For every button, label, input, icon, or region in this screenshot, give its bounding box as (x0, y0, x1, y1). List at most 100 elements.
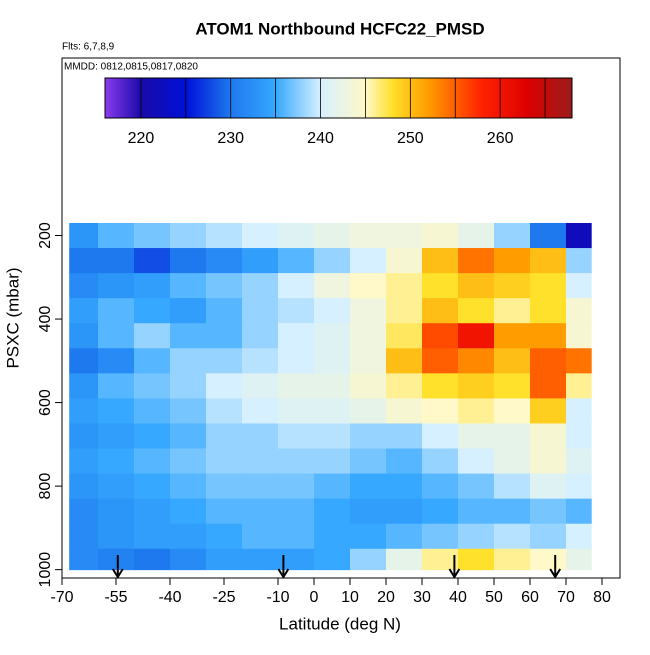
heatmap-cell (278, 373, 315, 399)
heatmap-cell (566, 348, 592, 374)
x-tick-label: -55 (104, 589, 127, 606)
heatmap-cell (530, 398, 567, 424)
heatmap-cell (566, 448, 592, 475)
y-tick-label: 600 (37, 389, 54, 416)
heatmap-cell (69, 323, 99, 349)
heatmap-cell (494, 348, 531, 374)
heatmap-cell (422, 348, 459, 374)
arrow (111, 555, 124, 579)
heatmap-cell (494, 323, 531, 349)
heatmap-cell (134, 273, 171, 299)
heatmap-cell (134, 548, 171, 571)
heatmap-cell (422, 298, 459, 324)
heatmap-cell (314, 473, 351, 500)
x-tick-label: 80 (593, 589, 611, 606)
heatmap-cell (530, 523, 567, 550)
heatmap-cell (458, 348, 495, 374)
heatmap-cell (98, 248, 135, 274)
heatmap-cell (170, 298, 207, 324)
heatmap-cell (98, 473, 135, 500)
heatmap-cell (350, 448, 387, 475)
heatmap-cell (170, 548, 207, 571)
heatmap-cell (242, 523, 279, 550)
colorbar-tick-label: 250 (397, 130, 424, 147)
heatmap-cell (242, 298, 279, 324)
heatmap-cell (386, 498, 423, 525)
heatmap-cell (314, 373, 351, 399)
heatmap-cell (566, 323, 592, 349)
heatmap-cell (350, 498, 387, 525)
colorbar-tick-label: 260 (487, 130, 514, 147)
heatmap-cell (134, 523, 171, 550)
x-tick-label: 10 (341, 589, 359, 606)
x-tick-label: 0 (310, 589, 319, 606)
heatmap-cell (278, 222, 315, 249)
heatmap-cell (350, 473, 387, 500)
heatmap-cell (134, 298, 171, 324)
heatmap-cell (278, 248, 315, 274)
heatmap (69, 222, 592, 571)
heatmap-cell (242, 448, 279, 475)
heatmap-cell (206, 548, 243, 571)
heatmap-cell (314, 248, 351, 274)
heatmap-cell (98, 448, 135, 475)
heatmap-cell (242, 548, 279, 571)
heatmap-cell (206, 348, 243, 374)
heatmap-cell (170, 348, 207, 374)
heatmap-cell (98, 222, 135, 249)
y-axis-label: PSXC (mbar) (3, 267, 22, 368)
heatmap-cell (494, 473, 531, 500)
heatmap-cell (98, 548, 135, 571)
x-tick-label: 60 (521, 589, 539, 606)
arrow (549, 555, 562, 579)
heatmap-cell (69, 548, 99, 571)
x-tick-label: -25 (212, 589, 235, 606)
heatmap-cell (458, 323, 495, 349)
heatmap-cell (242, 222, 279, 249)
heatmap-cell (278, 473, 315, 500)
heatmap-cell (206, 448, 243, 475)
heatmap-cell (69, 348, 99, 374)
heatmap-cell (170, 423, 207, 450)
heatmap-cell (458, 248, 495, 274)
heatmap-cell (98, 498, 135, 525)
heatmap-cell (386, 423, 423, 450)
heatmap-cell (69, 248, 99, 274)
heatmap-cell (69, 273, 99, 299)
heatmap-cell (170, 448, 207, 475)
heatmap-cell (386, 348, 423, 374)
arrow-head (111, 568, 124, 579)
colorbar-tick-label: 230 (217, 130, 244, 147)
heatmap-cell (206, 373, 243, 399)
heatmap-cell (530, 473, 567, 500)
y-tick-label: 800 (37, 473, 54, 500)
heatmap-cell (458, 448, 495, 475)
heatmap-cell (170, 273, 207, 299)
heatmap-cell (530, 323, 567, 349)
heatmap-cell (170, 498, 207, 525)
heatmap-cell (386, 398, 423, 424)
heatmap-cell (69, 473, 99, 500)
heatmap-cell (278, 323, 315, 349)
heatmap-cell (530, 248, 567, 274)
heatmap-cell (278, 298, 315, 324)
heatmap-cell (278, 498, 315, 525)
colorbar-tick-label: 240 (307, 130, 334, 147)
heatmap-cell (458, 273, 495, 299)
heatmap-cell (422, 373, 459, 399)
x-axis-label: Latitude (deg N) (279, 614, 401, 633)
heatmap-cell (278, 548, 315, 571)
x-tick-label: 30 (413, 589, 431, 606)
heatmap-cell (422, 448, 459, 475)
heatmap-cell (458, 498, 495, 525)
heatmap-cell (530, 273, 567, 299)
heatmap-cell (242, 423, 279, 450)
heatmap-cell (314, 398, 351, 424)
heatmap-cell (278, 348, 315, 374)
heatmap-cell (314, 423, 351, 450)
heatmap-cell (350, 273, 387, 299)
y-tick-label: 1000 (37, 552, 54, 588)
heatmap-cell (566, 423, 592, 450)
heatmap-cell (566, 222, 592, 249)
